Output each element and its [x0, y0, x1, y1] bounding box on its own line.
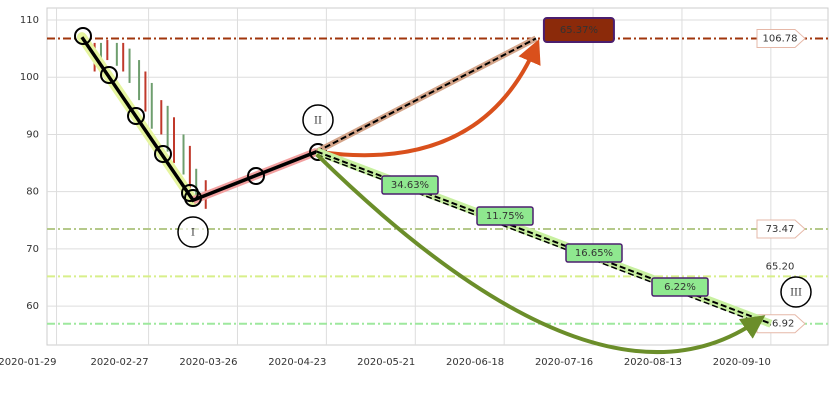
x-tick-label: 2020-08-13	[624, 357, 682, 368]
wave-label-ring	[302, 104, 334, 136]
x-tick-label: 2020-09-10	[713, 357, 771, 368]
x-tick-label: 2020-01-29	[0, 357, 57, 368]
x-tick-label: 2020-06-18	[446, 357, 504, 368]
wave-label-ring	[780, 276, 812, 308]
up-label: 65.37%	[560, 25, 598, 36]
pct-label: 16.65%	[575, 248, 613, 259]
x-tick-label: 2020-02-27	[90, 357, 148, 368]
x-tick-label: 2020-04-23	[268, 357, 326, 368]
y-tick-label: 80	[26, 187, 39, 198]
projection-up	[316, 37, 537, 153]
level-tag	[756, 28, 806, 48]
pct-label: 34.63%	[391, 180, 429, 191]
wave-marker	[154, 145, 172, 163]
target-arrow	[316, 39, 541, 158]
x-tick-label: 2020-07-16	[535, 357, 593, 368]
pct-box	[565, 243, 623, 263]
wave-marker	[184, 189, 202, 207]
x-tick-label: 2020-05-21	[357, 357, 415, 368]
projection-down-alt	[316, 153, 762, 325]
level-tag	[756, 219, 806, 239]
target-arrow	[315, 153, 766, 355]
wave-label: III	[790, 288, 802, 299]
pct-box	[476, 206, 534, 226]
level-label: 56.92	[766, 319, 795, 330]
y-tick-label: 90	[26, 129, 39, 140]
pct-box	[381, 175, 439, 195]
y-tick-label: 110	[20, 15, 39, 26]
level-label: 73.47	[766, 224, 795, 235]
pct-label: 6.22%	[664, 282, 696, 293]
y-tick-label: 100	[20, 72, 39, 83]
wave-marker	[100, 66, 118, 84]
pct-label: 11.75%	[486, 211, 524, 222]
wave-marker	[74, 27, 92, 45]
wave-label: I	[191, 228, 195, 239]
up-label-box	[542, 17, 615, 43]
pct-box	[651, 277, 709, 297]
wave-label-ring	[177, 216, 209, 248]
y-tick-label: 60	[26, 301, 39, 312]
x-tick-label: 2020-03-26	[179, 357, 237, 368]
wave-marker	[127, 107, 145, 125]
wave-marker	[247, 167, 265, 185]
y-tick-label: 70	[26, 244, 39, 255]
level-label: 106.78	[763, 33, 798, 44]
level-label: 65.20	[766, 261, 795, 272]
wave-label: II	[314, 116, 322, 127]
